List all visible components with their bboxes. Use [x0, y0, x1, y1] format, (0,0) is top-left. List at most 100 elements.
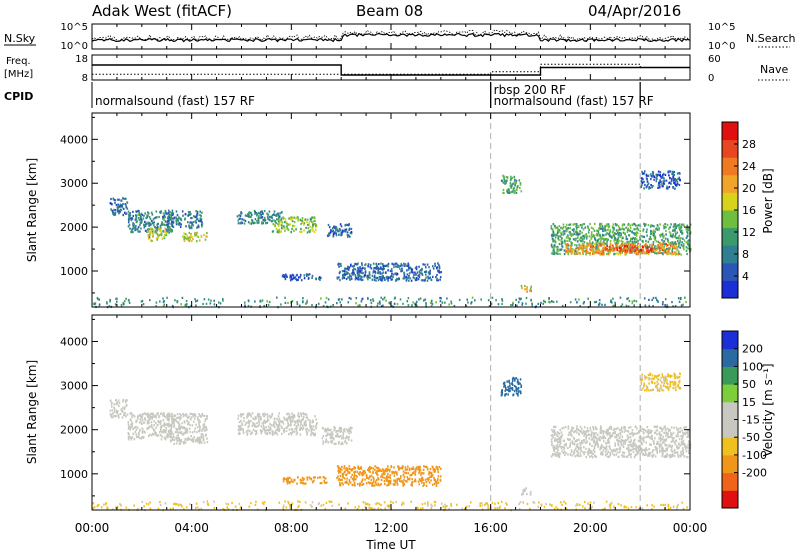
- scatter-point: [152, 427, 155, 430]
- scatter-point: [357, 262, 359, 265]
- scatter-point: [196, 210, 199, 214]
- scatter-point: [386, 479, 388, 482]
- scatter-point: [169, 230, 172, 233]
- scatter-point: [630, 443, 633, 446]
- scatter-point: [526, 290, 528, 293]
- scatter-point: [380, 479, 383, 482]
- scatter-point: [302, 297, 304, 300]
- scatter-point: [558, 235, 561, 238]
- scatter-point: [135, 428, 138, 431]
- scatter-point: [671, 177, 673, 181]
- scatter-point: [327, 441, 330, 444]
- cpid-label: CPID: [4, 90, 33, 103]
- scatter-point: [162, 300, 165, 304]
- scatter-point: [645, 441, 647, 444]
- scatter-point: [359, 275, 362, 278]
- scatter-point: [635, 453, 638, 456]
- scatter-point: [300, 279, 303, 282]
- scatter-point: [161, 221, 163, 224]
- scatter-point: [353, 471, 355, 474]
- scatter-point: [666, 253, 668, 256]
- scatter-point: [572, 230, 575, 233]
- scatter-point: [291, 428, 294, 431]
- scatter-point: [304, 413, 306, 416]
- scatter-point: [389, 482, 392, 485]
- scatter-point: [175, 427, 177, 430]
- scatter-point: [300, 426, 303, 430]
- scatter-point: [360, 466, 362, 469]
- scatter-point: [383, 480, 386, 483]
- scatter-point: [584, 226, 587, 229]
- scatter-point: [612, 227, 614, 230]
- scatter-point: [170, 431, 172, 434]
- scatter-point: [161, 435, 163, 438]
- scatter-point: [199, 213, 201, 217]
- scatter-point: [563, 450, 566, 453]
- scatter-point: [661, 303, 664, 306]
- scatter-point: [187, 221, 189, 224]
- scatter-point: [614, 301, 616, 304]
- scatter-point: [630, 453, 632, 456]
- scatter-point: [583, 301, 585, 304]
- scatter-point: [116, 300, 118, 303]
- scatter-point: [147, 222, 149, 225]
- scatter-point: [555, 444, 558, 447]
- scatter-point: [402, 474, 405, 477]
- scatter-point: [300, 227, 302, 230]
- scatter-point: [637, 253, 639, 256]
- scatter-point: [663, 243, 666, 246]
- scatter-point: [297, 476, 299, 479]
- scatter-point: [131, 229, 133, 232]
- scatter-point: [339, 263, 341, 266]
- scatter-point: [116, 412, 119, 415]
- scatter-point: [582, 430, 585, 433]
- scatter-point: [643, 297, 646, 300]
- scatter-point: [206, 428, 208, 431]
- scatter-point: [286, 225, 288, 228]
- freq-tick-top: 18: [75, 54, 88, 65]
- scatter-point: [337, 429, 339, 432]
- scatter-point: [206, 441, 209, 444]
- scatter-point: [116, 198, 119, 201]
- scatter-point: [418, 265, 420, 268]
- scatter-point: [642, 230, 644, 233]
- scatter-point: [193, 430, 196, 433]
- scatter-point: [139, 230, 141, 233]
- scatter-point: [394, 479, 397, 482]
- scatter-point: [555, 233, 557, 236]
- scatter-point: [260, 214, 262, 217]
- scatter-point: [150, 239, 152, 242]
- scatter-point: [248, 419, 250, 422]
- scatter-point: [367, 278, 369, 281]
- scatter-point: [675, 242, 677, 245]
- scatter-point: [365, 474, 368, 478]
- scatter-point: [682, 453, 684, 456]
- scatter-point: [665, 226, 667, 229]
- scatter-point: [413, 273, 415, 277]
- scatter-point: [633, 232, 636, 235]
- scatter-point: [370, 474, 373, 477]
- scatter-point: [353, 478, 356, 481]
- scatter-point: [382, 304, 384, 307]
- scatter-point: [576, 252, 578, 255]
- scatter-point: [638, 249, 640, 252]
- scatter-point: [582, 234, 584, 238]
- scatter-point: [357, 278, 359, 281]
- scatter-point: [589, 243, 591, 246]
- scatter-point: [620, 247, 622, 250]
- scatter-point: [359, 267, 361, 270]
- scatter-point: [164, 231, 167, 234]
- scatter-point: [383, 296, 386, 299]
- scatter-point: [138, 433, 140, 436]
- scatter-point: [390, 267, 393, 271]
- scatter-point: [192, 438, 195, 441]
- scatter-point: [587, 225, 589, 228]
- scatter-point: [109, 409, 112, 412]
- scatter-point: [358, 274, 361, 277]
- scatter-point: [155, 433, 157, 436]
- scatter-point: [355, 297, 358, 300]
- scatter-point: [238, 425, 241, 428]
- scatter-point: [314, 432, 317, 435]
- scatter-point: [153, 420, 155, 423]
- scatter-point: [650, 250, 653, 254]
